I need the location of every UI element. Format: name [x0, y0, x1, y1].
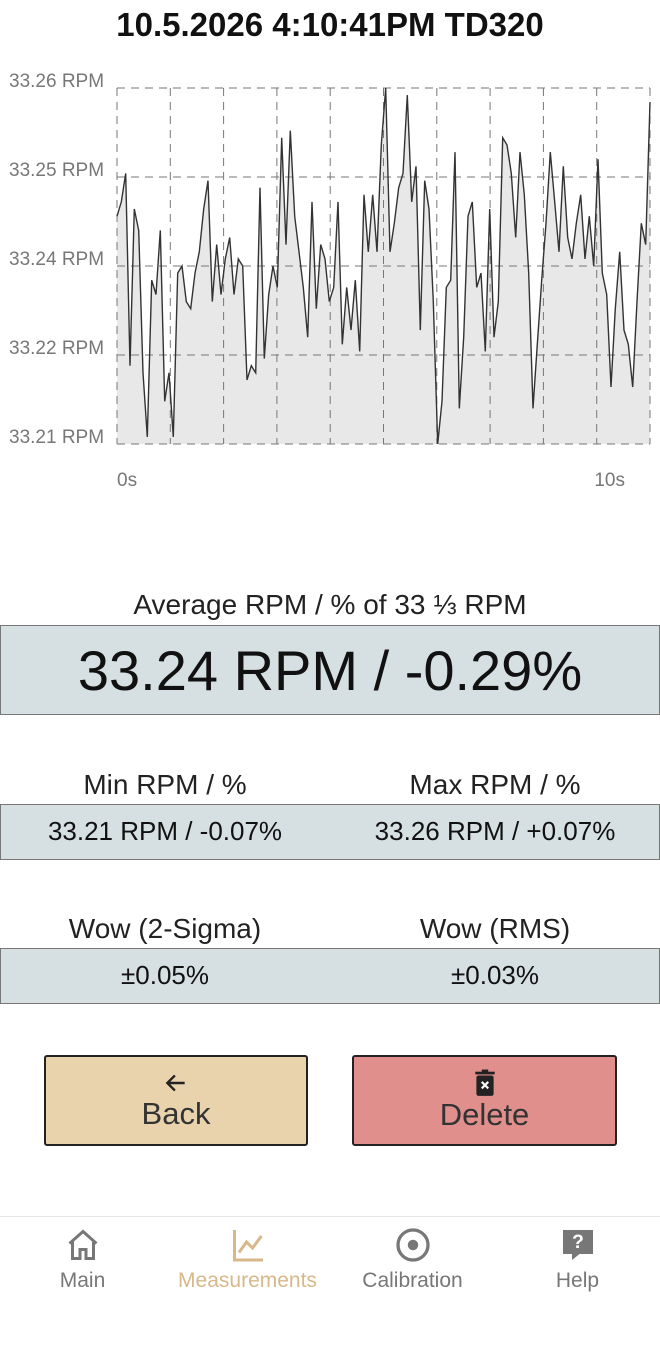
nav-label: Help — [555, 1269, 600, 1292]
y-tick-label: 33.24 RPM — [9, 249, 104, 270]
y-tick-label: 33.22 RPM — [9, 338, 104, 359]
nav-help[interactable]: ? Help — [495, 1217, 660, 1293]
help-icon: ? — [562, 1230, 593, 1260]
x-tick-label: 10s — [594, 470, 625, 491]
line — [116, 87, 651, 445]
wow-2sigma-value: ±0.05% — [121, 960, 209, 990]
nav-label: Measurements — [178, 1269, 317, 1292]
back-label: Back — [141, 1095, 211, 1131]
chart: 33.21 RPM 33.22 RPM 33.24 RPM 33.25 RPM 33.2… — [9, 71, 651, 491]
nav-calibration[interactable]: Calibration — [330, 1217, 495, 1293]
delete-label: Delete — [439, 1096, 530, 1132]
delete-button[interactable]: Delete — [352, 1055, 617, 1146]
nav-main[interactable]: Main — [0, 1217, 165, 1293]
average-value: 33.24 RPM / -0.29% — [0, 625, 660, 715]
home-icon — [68, 1229, 97, 1260]
minmax-box — [0, 804, 660, 860]
svg-text:?: ? — [572, 1231, 584, 1253]
y-tick-label: 33.25 RPM — [9, 160, 104, 181]
wow-box — [0, 948, 660, 1004]
nav-label: Calibration — [362, 1269, 463, 1292]
nav-measurements[interactable]: Measurements — [165, 1217, 330, 1293]
max-value: 33.26 RPM / +0.07% — [374, 816, 616, 846]
nav-bar: Main Measurements Calibration ? Help — [0, 1216, 660, 1351]
min-label: Min RPM / % — [83, 769, 247, 800]
x-tick-label: 0s — [117, 470, 137, 491]
chart-icon — [232, 1230, 263, 1262]
wow-rms-label: Wow (RMS) — [419, 913, 571, 944]
back-icon — [165, 1074, 185, 1091]
wow-rms-value: ±0.03% — [451, 960, 539, 990]
nav-label: Main — [59, 1269, 106, 1292]
delete-icon — [474, 1069, 495, 1096]
average-label: Average RPM / % of 33 ⅓ RPM — [133, 589, 527, 620]
y-tick-label: 33.26 RPM — [9, 71, 104, 92]
wow-2sigma-label: Wow (2-Sigma) — [68, 913, 262, 944]
min-value: 33.21 RPM / -0.07% — [47, 816, 283, 846]
back-button[interactable]: Back — [44, 1055, 308, 1146]
target-icon — [395, 1228, 430, 1262]
max-label: Max RPM / % — [409, 769, 581, 800]
y-tick-label: 33.21 RPM — [9, 427, 104, 448]
title: 10.5.2026 4:10:41PM TD320 — [116, 6, 544, 43]
